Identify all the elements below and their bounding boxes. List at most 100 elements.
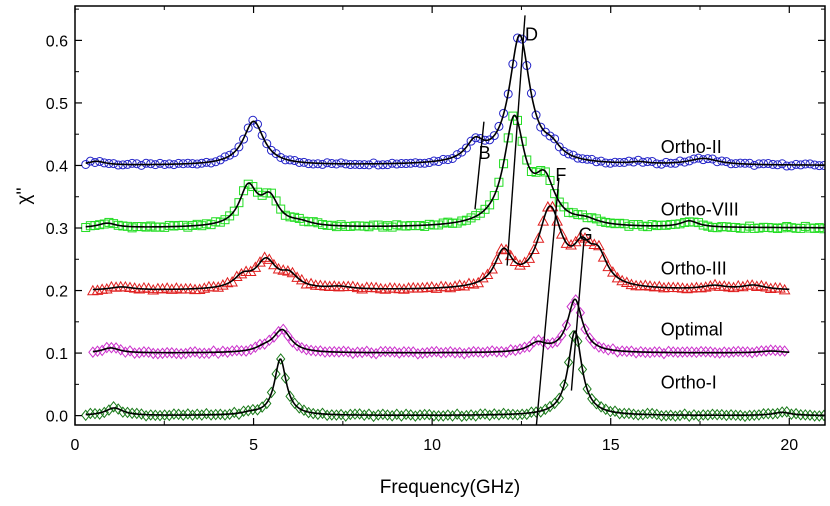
data-point xyxy=(509,255,522,267)
data-point xyxy=(373,220,383,230)
data-point xyxy=(178,409,188,422)
data-point xyxy=(782,221,792,231)
data-point xyxy=(554,197,564,207)
data-point xyxy=(378,160,388,170)
fit-line xyxy=(85,330,825,417)
data-point xyxy=(447,410,458,422)
data-point xyxy=(291,271,303,282)
data-point xyxy=(587,392,597,405)
trend-line xyxy=(506,15,526,266)
data-point xyxy=(582,383,592,395)
plot-area: B D F G Ortho-II Ortho-VIII Ortho-III Optimal Or… xyxy=(81,15,825,425)
data-point xyxy=(450,346,460,359)
data-point xyxy=(438,410,448,422)
data-point xyxy=(234,198,244,208)
data-point xyxy=(211,408,221,421)
data-point xyxy=(164,220,174,230)
data-point xyxy=(457,216,467,226)
data-point xyxy=(522,155,532,165)
data-point xyxy=(515,343,525,355)
annotation-label: F xyxy=(555,165,566,185)
data-point xyxy=(633,220,643,230)
data-point xyxy=(257,130,267,140)
x-tick-label: 15 xyxy=(602,437,620,454)
data-point xyxy=(276,204,286,214)
data-point xyxy=(257,190,267,200)
data-point xyxy=(561,319,572,331)
data-point xyxy=(523,252,536,263)
fit-line xyxy=(85,34,825,166)
axes: 0 5 10 15 20 0.0 0.1 0.2 0.3 0.4 0.5 0.6 xyxy=(46,5,826,454)
data-point xyxy=(387,222,397,232)
data-point xyxy=(482,346,493,358)
data-point xyxy=(253,119,262,129)
data-point xyxy=(645,346,655,359)
trend-line xyxy=(570,240,585,391)
data-point xyxy=(253,187,262,197)
data-point xyxy=(559,379,569,391)
data-point xyxy=(230,270,243,281)
y-tick-label: 0.6 xyxy=(46,33,68,50)
data-point xyxy=(763,159,773,169)
x-tick-label: 10 xyxy=(423,437,441,454)
fit-line xyxy=(92,205,790,291)
data-point xyxy=(486,263,498,274)
data-point xyxy=(782,406,792,418)
data-point xyxy=(305,277,317,289)
data-point xyxy=(712,223,722,233)
data-point xyxy=(155,409,165,422)
data-point xyxy=(819,224,825,234)
series-ortho-viii xyxy=(81,111,825,234)
trend-line xyxy=(474,121,485,210)
data-point xyxy=(127,158,137,168)
data-point xyxy=(417,347,428,359)
data-point xyxy=(571,294,581,306)
data-point xyxy=(187,409,198,421)
data-point xyxy=(185,346,195,359)
data-point xyxy=(311,345,321,357)
data-point xyxy=(127,223,137,233)
data-point xyxy=(569,235,582,247)
data-point xyxy=(394,347,404,359)
data-point xyxy=(738,346,748,358)
data-point xyxy=(622,345,632,358)
data-point xyxy=(461,143,471,153)
data-point xyxy=(250,341,260,353)
data-point xyxy=(255,338,265,351)
data-point xyxy=(735,223,745,233)
data-point xyxy=(677,346,688,358)
y-tick-label: 0.0 xyxy=(46,409,68,426)
y-tick-label: 0.4 xyxy=(46,158,68,175)
data-point xyxy=(262,139,272,149)
data-point xyxy=(589,337,599,350)
data-point xyxy=(814,410,824,422)
series-label: Ortho-II xyxy=(661,137,722,157)
data-point xyxy=(170,282,183,293)
data-point xyxy=(800,221,810,231)
data-point xyxy=(777,159,787,169)
data-point xyxy=(526,167,536,177)
data-point xyxy=(773,224,782,234)
data-point xyxy=(195,347,205,360)
data-point xyxy=(607,266,619,277)
data-point xyxy=(229,148,239,158)
data-point xyxy=(555,228,568,239)
data-point xyxy=(608,343,618,355)
x-tick-label: 0 xyxy=(71,437,80,454)
data-point xyxy=(510,344,520,357)
data-point xyxy=(285,390,295,403)
data-point xyxy=(373,160,383,170)
data-point xyxy=(243,179,253,189)
data-point xyxy=(164,409,174,422)
data-point xyxy=(560,237,573,248)
annotation-label: B xyxy=(479,143,491,163)
data-point xyxy=(552,335,562,348)
data-point xyxy=(536,122,546,132)
data-point xyxy=(134,347,144,359)
data-point xyxy=(225,211,235,221)
data-point xyxy=(111,342,121,354)
data-point xyxy=(774,282,786,293)
data-point xyxy=(682,346,692,358)
fit-line xyxy=(92,298,790,354)
data-point xyxy=(292,339,302,352)
